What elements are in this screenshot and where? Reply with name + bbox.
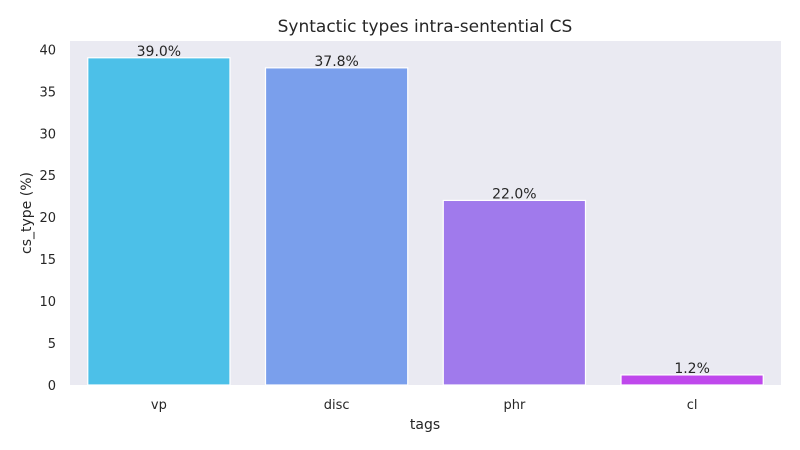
data-label-cl: 1.2% [674,361,710,377]
y-tick-label: 40 [39,43,56,58]
y-tick-label: 20 [39,211,56,226]
x-tick-label-disc: disc [324,398,350,413]
data-label-vp: 39.0% [137,44,181,60]
y-tick-label: 15 [39,253,56,268]
y-tick-label: 30 [39,127,56,142]
bar-phr [442,199,587,386]
y-tick-label: 25 [39,169,56,184]
data-label-phr: 22.0% [492,186,536,202]
y-tick-label: 10 [39,295,56,310]
y-tick-label: 35 [39,85,56,100]
bar-disc [264,67,409,386]
chart-title: Syntactic types intra-sentential CS [278,17,573,37]
bar-vp [87,57,231,386]
bar-cl [620,374,764,386]
x-tick-label-phr: phr [503,398,525,413]
x-axis-label: tags [410,417,440,433]
x-tick-label-vp: vp [151,398,167,413]
data-label-disc: 37.8% [314,54,358,70]
y-tick-label: 5 [48,337,56,352]
x-tick-label-cl: cl [687,398,698,413]
y-axis-label: cs_type (%) [19,172,35,254]
y-tick-label: 0 [48,379,56,394]
